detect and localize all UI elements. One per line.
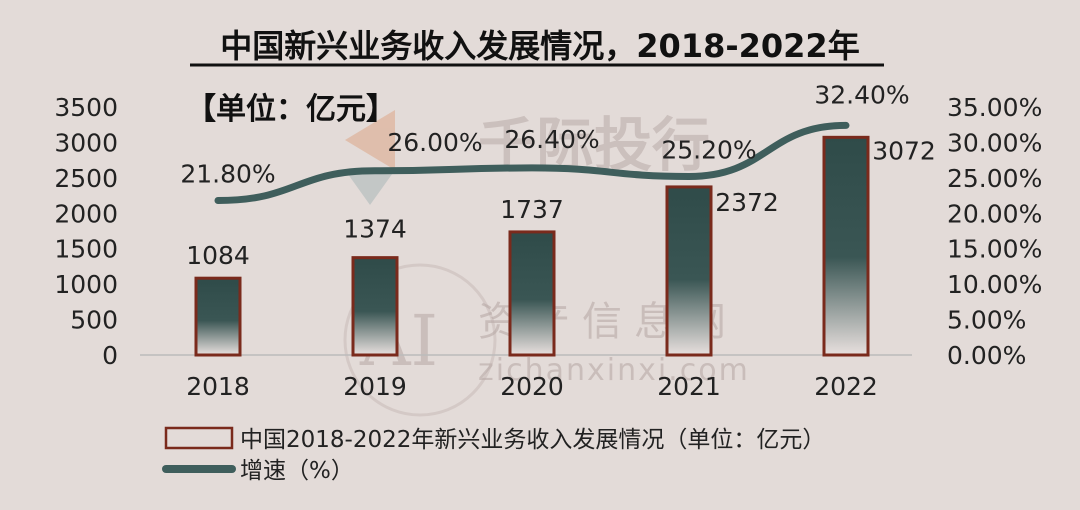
left-tick-label: 2500 [54, 164, 118, 193]
x-tick-label: 2019 [343, 372, 407, 401]
x-tick-label: 2022 [814, 372, 878, 401]
right-axis-ticks: 0.00% 5.00% 10.00% 15.00% 20.00% 25.00% 30.00%… [947, 93, 1042, 370]
left-tick-label: 3000 [54, 128, 118, 157]
growth-line [214, 121, 850, 205]
right-tick-label: 25.00% [947, 164, 1042, 193]
legend-swatch-bar [164, 426, 234, 450]
bar [665, 185, 713, 357]
bar [194, 276, 242, 357]
bar-value-label: 1737 [500, 195, 564, 224]
left-tick-label: 1000 [54, 270, 118, 299]
bar-series [194, 135, 870, 357]
line-series [214, 121, 850, 205]
bar-value-label: 1374 [343, 215, 407, 244]
right-tick-label: 20.00% [947, 199, 1042, 228]
left-tick-label: 0 [102, 341, 118, 370]
line-value-label: 26.40% [504, 125, 599, 154]
legend-label-line: 增速（%） [240, 458, 354, 484]
right-tick-label: 35.00% [947, 93, 1042, 122]
bar [508, 230, 556, 357]
bar [822, 135, 870, 357]
right-tick-label: 30.00% [947, 128, 1042, 157]
line-value-label: 25.20% [661, 135, 756, 164]
unit-note: 【单位：亿元】 [186, 92, 396, 127]
bar-value-labels: 1084 1374 1737 2372 3072 [186, 136, 936, 270]
line-value-label: 21.80% [180, 160, 275, 189]
legend: 中国2018-2022年新兴业务收入发展情况（单位：亿元） 增速（%） [162, 426, 825, 484]
bar-value-label: 1084 [186, 241, 250, 270]
x-tick-label: 2020 [500, 372, 564, 401]
left-tick-label: 1500 [54, 235, 118, 264]
bar-value-label: 2372 [715, 188, 779, 217]
line-value-label: 26.00% [387, 128, 482, 157]
watermark-site-url: zichanxinxi.com [478, 353, 750, 388]
left-tick-label: 3500 [54, 93, 118, 122]
left-tick-label: 500 [70, 306, 118, 335]
chart-title: 中国新兴业务收入发展情况，2018-2022年 [220, 27, 859, 65]
right-tick-label: 10.00% [947, 270, 1042, 299]
bar-value-label: 3072 [872, 136, 936, 165]
x-tick-label: 2018 [186, 372, 250, 401]
right-tick-label: 5.00% [947, 306, 1026, 335]
x-tick-label: 2021 [657, 372, 721, 401]
bar [351, 256, 399, 357]
right-tick-label: 0.00% [947, 341, 1026, 370]
left-tick-label: 2000 [54, 199, 118, 228]
left-axis-ticks: 0 500 1000 1500 2000 2500 3000 3500 [54, 93, 118, 370]
right-tick-label: 15.00% [947, 235, 1042, 264]
legend-label-bar: 中国2018-2022年新兴业务收入发展情况（单位：亿元） [240, 427, 825, 453]
line-value-labels: 21.80% 26.00% 26.40% 25.20% 32.40% [180, 80, 909, 188]
x-axis-ticks: 2018 2019 2020 2021 2022 [186, 372, 878, 401]
line-value-label: 32.40% [814, 80, 909, 109]
